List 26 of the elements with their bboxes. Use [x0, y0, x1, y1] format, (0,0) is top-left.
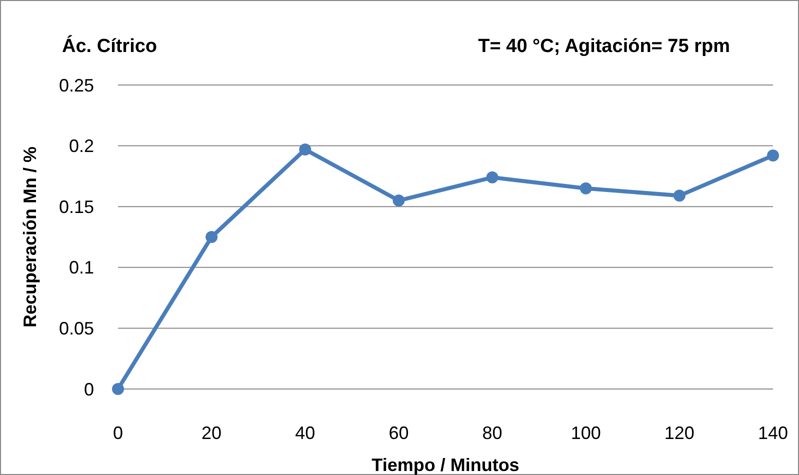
- point: [486, 171, 498, 184]
- chart-title: Ác. Cítrico: [62, 35, 158, 57]
- y-tick-label: 0.15: [58, 196, 94, 217]
- point: [206, 231, 218, 243]
- x-tick-label: 100: [570, 423, 601, 443]
- point: [299, 143, 312, 156]
- x-tick-label: 40: [295, 423, 316, 443]
- point: [392, 194, 405, 207]
- x-tick-label: 120: [664, 423, 694, 443]
- y-tick-label: 0.1: [68, 258, 94, 278]
- chart-subtitle: T= 40 °C; Agitación= 75 rpm: [478, 36, 730, 57]
- point: [673, 190, 686, 202]
- y-tick-label: 0.2: [68, 136, 94, 156]
- point: [767, 150, 779, 162]
- x-axis-title: Tiempo / Minutos: [372, 455, 520, 475]
- y-axis-title: Recuperación Mn / %: [20, 146, 40, 328]
- y-tick-label: 0.05: [58, 318, 94, 338]
- x-tick-label: 140: [758, 423, 788, 443]
- y-tick-label: 0.25: [58, 75, 94, 96]
- x-tick-label: 0: [112, 423, 124, 443]
- x-tick-label: 60: [388, 423, 409, 443]
- point: [580, 182, 592, 194]
- x-tick-label: 20: [202, 423, 222, 443]
- x-tick-label: 80: [482, 423, 502, 443]
- y-tick-label: 0: [84, 379, 94, 400]
- point: [112, 383, 124, 395]
